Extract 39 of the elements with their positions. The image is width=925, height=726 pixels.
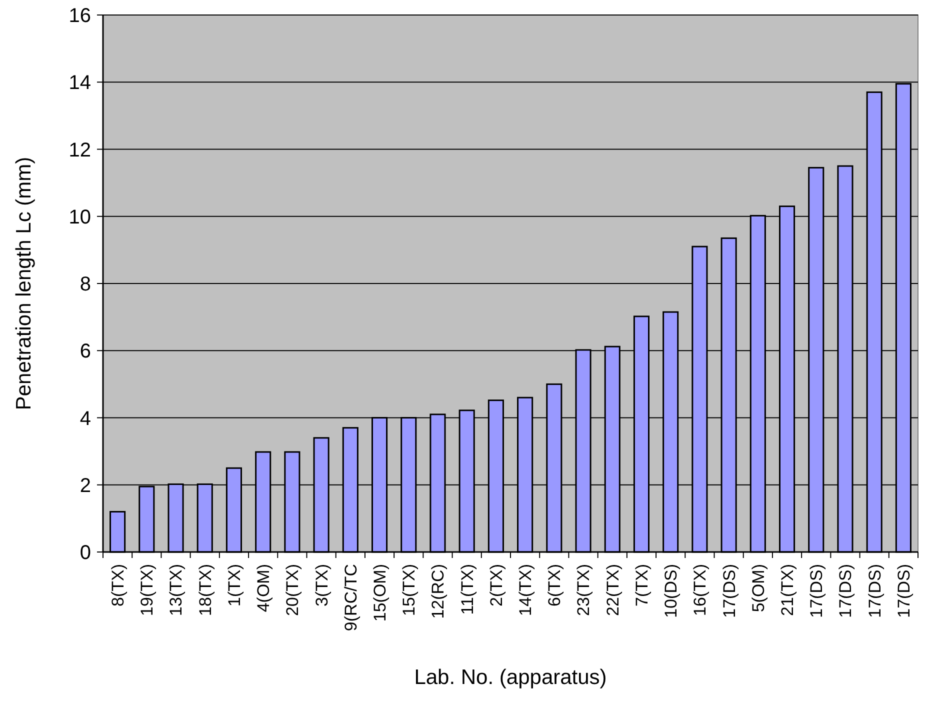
y-tick-label: 14 — [68, 72, 91, 94]
y-tick-label: 6 — [80, 340, 91, 363]
x-tick-label: 17(DS) — [894, 564, 914, 618]
x-tick-label: 22(TX) — [603, 564, 622, 616]
x-tick-label: 10(DS) — [662, 564, 681, 618]
y-tick-label: 4 — [80, 408, 91, 430]
y-axis-title: Penetration length Lc (mm) — [12, 156, 36, 410]
y-tick-label: 8 — [80, 274, 91, 296]
x-tick-label: 13(TX) — [166, 564, 186, 616]
x-tick-label: 23(TX) — [574, 564, 594, 616]
x-tick-label: 20(TX) — [283, 564, 302, 616]
x-tick-label: 17(DS) — [807, 564, 826, 618]
x-axis-title: Lab. No. (apparatus) — [414, 666, 607, 689]
x-tick-label: 1(TX) — [224, 564, 244, 606]
y-tick-label: 10 — [68, 206, 91, 228]
x-tick-label: 11(TX) — [458, 564, 477, 615]
x-tick-label: 4(OM) — [254, 564, 274, 612]
x-tick-label: 19(TX) — [138, 564, 157, 616]
x-tick-label: 15(TX) — [400, 564, 419, 616]
x-tick-label: 17(DS) — [865, 564, 884, 618]
x-tick-label: 5(OM) — [748, 564, 768, 612]
x-tick-label: 17(DS) — [836, 564, 856, 618]
x-tick-label: 2(TX) — [486, 564, 506, 606]
x-tick-label: 9(RC/TC — [341, 564, 360, 632]
x-tick-label: 7(TX) — [632, 564, 652, 606]
x-tick-label: 12(RC) — [428, 564, 448, 619]
x-tick-label: 14(TX) — [516, 564, 536, 616]
x-tick-label: 17(DS) — [720, 564, 739, 618]
y-tick-label: 16 — [68, 5, 91, 27]
y-tick-label: 2 — [80, 474, 91, 497]
x-tick-label: 16(TX) — [690, 564, 710, 616]
x-tick-label: 21(TX) — [778, 564, 797, 616]
y-tick-label: 0 — [80, 542, 91, 564]
x-tick-label: 3(TX) — [312, 564, 332, 606]
x-tick-label: 15(OM) — [370, 564, 390, 622]
x-tick-label: 6(TX) — [545, 564, 564, 606]
y-tick-label: 12 — [68, 139, 91, 162]
x-tick-label: 18(TX) — [196, 564, 215, 616]
x-tick-label: 8(TX) — [108, 564, 128, 606]
